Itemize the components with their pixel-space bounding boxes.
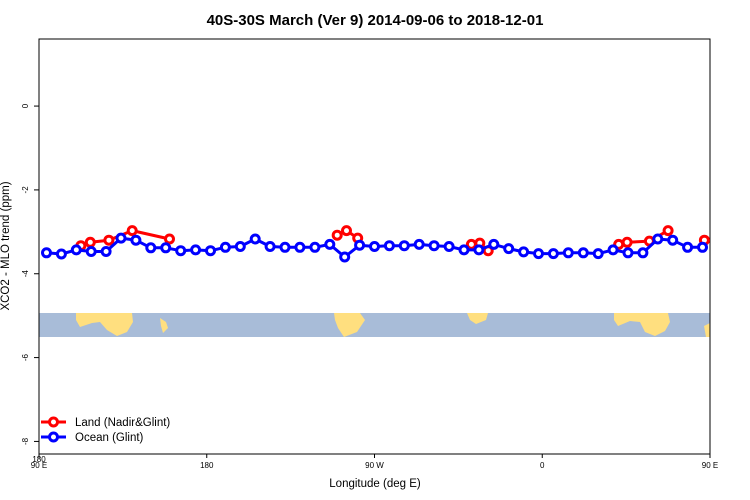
data-point [697,241,708,253]
data-point [84,236,96,248]
data-point [607,244,619,256]
data-point [443,241,455,252]
data-point [667,234,679,246]
world-map-strip [39,313,710,337]
data-point [249,233,261,245]
data-point [662,225,674,237]
x-tick-label: 180 [200,461,214,470]
data-point [126,225,138,237]
data-point [503,243,515,255]
data-point [398,240,410,252]
data-point [70,244,82,256]
data-point [458,244,470,256]
y-tick-label: -2 [21,186,30,194]
series-layer [41,225,710,263]
data-point [428,240,440,252]
y-tick-label: -4 [21,270,30,278]
x-tick-label: 90 W [365,461,384,470]
data-point [130,234,142,246]
landmass-africa [467,313,488,324]
data-point [85,246,97,257]
data-point [324,238,336,250]
data-point [103,234,115,246]
series-ocean [41,232,708,263]
data-point [205,245,216,257]
data-point [341,225,352,237]
x-tick-label: 90 E [31,461,47,470]
x-tick-label: 90 E [702,461,718,470]
data-point [383,240,395,252]
data-point [533,248,544,260]
data-point [473,244,485,256]
data-point [488,238,500,250]
data-point [264,241,276,252]
data-point [55,248,67,260]
x-tick-label-secondary: 180 [32,455,46,464]
data-point [592,248,604,260]
x-tick-label: 0 [540,461,545,470]
data-point [190,244,202,256]
landmass-south-america [334,313,365,337]
data-point [160,242,172,254]
legend-ocean-label: Ocean (Glint) [75,432,144,444]
landmass-new-zealand-east [704,323,710,337]
data-point [637,247,649,259]
legend-ocean-marker [48,431,59,443]
landmass-new-zealand [160,318,168,333]
data-point [175,245,187,257]
data-point [219,241,231,253]
data-point [145,242,157,254]
data-point [622,247,634,259]
data-point [234,241,246,252]
legend-land-marker [48,416,59,428]
landmass-australia-east [614,313,670,336]
data-point [294,241,306,253]
data-point [339,251,351,263]
data-point [164,233,175,245]
y-axis-label: XCO2 - MLO trend (ppm) [0,181,12,310]
data-point [331,229,343,241]
data-point [518,246,530,258]
x-axis-label: Longitude (deg E) [329,478,421,490]
legend-land-label: Land (Nadir&Glint) [75,417,170,429]
y-tick-label: -6 [21,353,30,361]
data-point [100,246,112,257]
data-point [547,248,559,260]
data-point [369,241,380,252]
data-point [354,239,366,251]
data-point [413,238,425,250]
data-point [115,232,127,244]
data-point [682,241,694,253]
landmass-australia-west [76,313,133,336]
data-point [41,247,52,259]
y-axis: 0 -2 -4 -6 -8 [21,103,39,445]
ocean-strip [39,313,710,337]
data-point [279,241,291,253]
data-point [577,247,589,259]
data-point [652,233,664,245]
y-tick-label: 0 [21,103,30,108]
data-point [309,241,321,253]
legend: Land (Nadir&Glint) Ocean (Glint) [41,416,170,444]
y-tick-label: -8 [21,437,30,445]
data-point [621,236,633,248]
chart-title: 40S-30S March (Ver 9) 2014-09-06 to 2018… [207,12,544,29]
data-point [562,247,574,259]
